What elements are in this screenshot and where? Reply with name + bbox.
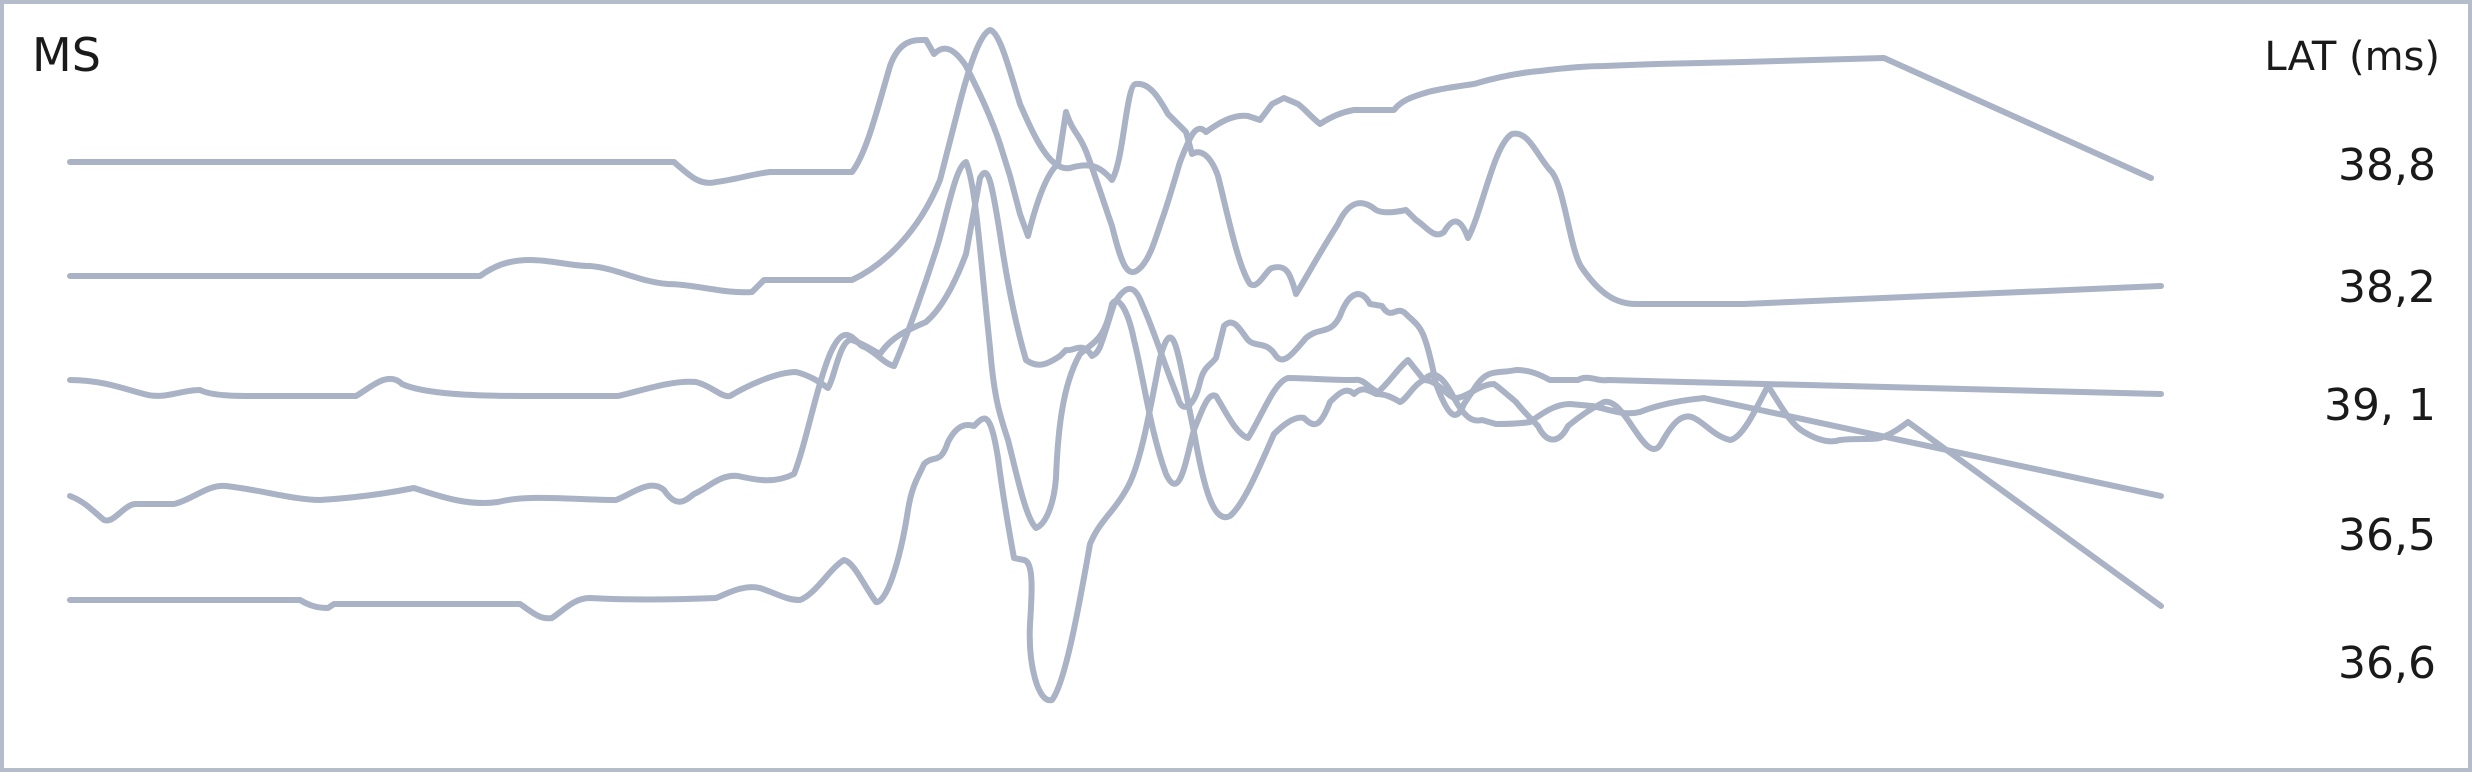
trace-5 <box>67 334 2164 704</box>
trace-1 <box>67 36 2154 275</box>
trace-2 <box>67 27 2164 307</box>
lat-value-4: 36,5 <box>2338 510 2436 561</box>
lat-value-1: 38,8 <box>2338 140 2436 191</box>
lat-column-header: LAT (ms) <box>2264 34 2440 80</box>
trace-4 <box>67 159 2164 531</box>
lat-value-2: 38,2 <box>2338 262 2436 313</box>
panel-label: MS <box>32 28 101 82</box>
lat-value-5: 36,6 <box>2338 638 2436 689</box>
waveform-plot <box>67 27 2164 704</box>
lat-value-3: 39, 1 <box>2324 380 2436 431</box>
trace-3 <box>67 169 2164 418</box>
